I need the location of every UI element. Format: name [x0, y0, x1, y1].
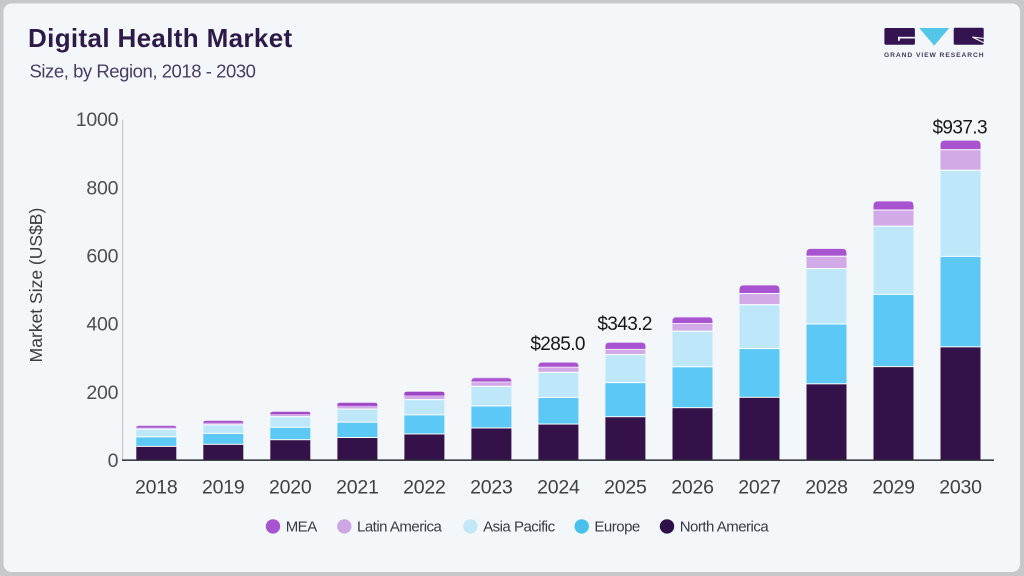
svg-text:2019: 2019: [202, 476, 245, 498]
svg-text:MEA: MEA: [286, 519, 318, 536]
svg-text:2021: 2021: [336, 476, 379, 498]
svg-text:Size, by Region, 2018 - 2030: Size, by Region, 2018 - 2030: [30, 60, 256, 81]
svg-text:800: 800: [86, 177, 118, 199]
svg-text:2026: 2026: [671, 476, 714, 498]
svg-text:Europe: Europe: [594, 519, 640, 536]
svg-text:North America: North America: [680, 519, 770, 536]
svg-text:400: 400: [86, 314, 118, 336]
svg-text:Asia Pacific: Asia Pacific: [483, 519, 556, 536]
svg-text:2023: 2023: [470, 476, 513, 498]
svg-text:2027: 2027: [738, 476, 781, 498]
svg-text:2020: 2020: [269, 476, 312, 498]
svg-text:200: 200: [86, 382, 118, 404]
svg-text:0: 0: [108, 450, 119, 472]
svg-text:Digital Health Market: Digital Health Market: [28, 23, 293, 53]
svg-text:2024: 2024: [537, 476, 580, 498]
svg-text:$343.2: $343.2: [597, 314, 652, 335]
svg-text:Latin America: Latin America: [357, 519, 443, 536]
svg-text:2022: 2022: [403, 476, 446, 498]
svg-text:Market Size (US$B): Market Size (US$B): [26, 208, 46, 363]
svg-text:600: 600: [86, 246, 118, 268]
svg-text:GRAND VIEW RESEARCH: GRAND VIEW RESEARCH: [884, 52, 985, 59]
svg-text:2029: 2029: [872, 476, 915, 498]
svg-text:$937.3: $937.3: [932, 118, 987, 139]
svg-text:2028: 2028: [805, 476, 848, 498]
svg-text:$285.0: $285.0: [530, 334, 585, 355]
svg-text:2025: 2025: [604, 476, 647, 498]
svg-text:2030: 2030: [939, 476, 982, 498]
svg-text:2018: 2018: [135, 476, 178, 498]
svg-text:1000: 1000: [76, 109, 119, 131]
